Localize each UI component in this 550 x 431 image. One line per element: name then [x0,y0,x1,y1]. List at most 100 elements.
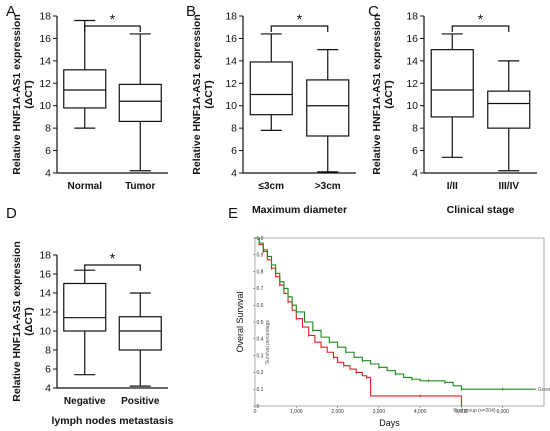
boxplot-panel-c: C 4 6 8 10 12 14 16 18 Relative HNF1A-AS1 express… [368,3,537,216]
box-negative [63,269,107,376]
significance-bracket [270,25,329,32]
y-tick-label: 18 [39,11,51,23]
panel-letter: A [6,3,16,20]
y-tick-label: 0.1 [257,387,264,393]
survival-curve-red [255,237,462,406]
y-axis-label: Relative HNF1A-AS1 expression [11,14,23,174]
y-tick-label: 4 [231,168,237,180]
y-tick-label: 18 [406,11,418,23]
boxplot-panel-b: B 4 6 8 10 12 14 16 18 Relative HNF1A-AS1 express… [186,3,356,216]
y-tick-label: 16 [39,33,51,45]
y-tick-label: 18 [225,11,237,23]
x-tick-label: 2,000 [331,409,344,415]
panel-letter: E [228,205,238,222]
survival-panel-e: E 0 0.1 0.2 0.3 0.4 0.5 0.6 0.7 0.8 0.9 1.0 0 1,000 2,… [228,205,550,428]
y-tick-label: 14 [225,55,237,67]
y-tick-label: 12 [406,78,418,90]
box--3cm [306,49,350,173]
panel-letter: C [368,3,379,20]
y-axis-label: Relative HNF1A-AS1 expression [11,241,23,401]
y-axis-label: Relative HNF1A-AS1 expression [191,14,203,174]
y-tick-label: 4 [412,168,418,180]
significance-bracket [84,264,141,271]
y-tick-label: 8 [412,123,418,135]
y-tick-label: 6 [45,364,51,376]
plot-frame [254,237,545,407]
y-tick-label: 0.4 [257,337,264,343]
category-label: III/IV [498,181,519,192]
y-tick-label: 16 [406,33,418,45]
y-tick-label: 0.8 [257,269,264,275]
category-label: >3cm [315,181,341,192]
y-axis-sublabel: (ΔCT) [203,80,215,109]
significance-star: * [297,11,303,27]
category-label: I/II [447,181,458,192]
y-tick-label: 16 [225,33,237,45]
y-tick-label: 18 [39,250,51,262]
x-axis-label: Clinical stage [447,204,515,216]
box-iii-iv [487,60,531,172]
box-iqr [487,90,531,129]
y-tick-label: 10 [39,100,51,112]
significance-star: * [478,11,484,27]
y-tick-label: 0.7 [257,286,264,292]
y-tick-label: 0.6 [257,303,264,309]
y-tick-label: 0 [257,404,260,410]
x-axis-label: Maximum diameter [252,204,347,216]
survival-curve-green [255,237,536,390]
significance-bracket [451,25,510,32]
box-iqr [63,282,107,332]
x-axis-label: lymph nodes metastasis [52,415,174,427]
x-tick-label: 3,000 [373,409,386,415]
y-tick-label: 4 [45,168,51,180]
box--3cm [249,33,293,131]
y-tick-label: 12 [39,307,51,319]
y-axis-sublabel: (ΔCT) [23,80,35,109]
y-tick-label: 0.3 [257,353,264,359]
box-iqr [306,79,350,137]
box-iqr [63,69,107,109]
y-tick-label: 14 [39,55,51,67]
significance-star: * [110,11,116,27]
y-tick-label: 14 [39,288,51,300]
box-tumor [118,33,162,172]
box-positive [118,292,162,387]
y-tick-label: 16 [39,269,51,281]
category-label: Positive [121,396,160,407]
box-iqr [430,49,474,118]
y-axis-label: Relative HNF1A-AS1 expression [371,14,383,174]
y-tick-label: 0.9 [257,253,264,259]
y-axis-label: Overal Survival [235,291,245,352]
y-tick-label: 10 [225,100,237,112]
y-tick-label: 6 [412,145,418,157]
significance-star: * [110,250,116,266]
x-axis-label: Days [379,418,400,428]
x-tick-label: 6,000 [496,409,509,415]
boxplot-panel-d: D 4 6 8 10 12 14 16 18 Relative HNF1A-AS1 express… [6,205,174,427]
x-tick-label: 4,000 [414,409,427,415]
x-tick-label: 0 [254,409,257,415]
y-axis-sublabel: (ΔCT) [383,80,395,109]
box-iqr [118,83,162,123]
inner-y-label: Survival percentage [265,320,271,364]
boxplot-panel-a: A 4 6 8 10 12 14 16 18 Relative HNF1A-AS1 express… [6,3,168,192]
y-axis-sublabel: (ΔCT) [23,307,35,336]
x-tick-label: 1,000 [290,409,303,415]
category-label: ≤3cm [258,181,284,192]
y-tick-label: 0.5 [257,320,264,326]
category-label: Negative [64,396,106,407]
series-label: Red group (n=204) [453,408,495,414]
y-tick-label: 4 [45,383,51,395]
panel-letter: B [186,3,196,20]
panel-letter: D [6,205,17,222]
y-tick-label: 8 [45,123,51,135]
series-label: Green group (n=572) [538,387,550,393]
significance-bracket [84,25,141,32]
y-tick-label: 12 [39,78,51,90]
y-tick-label: 10 [39,326,51,338]
box-i-ii [430,33,474,158]
y-tick-label: 8 [45,345,51,357]
x-tick-label: 5,000 [455,409,468,415]
category-label: Normal [68,181,103,192]
